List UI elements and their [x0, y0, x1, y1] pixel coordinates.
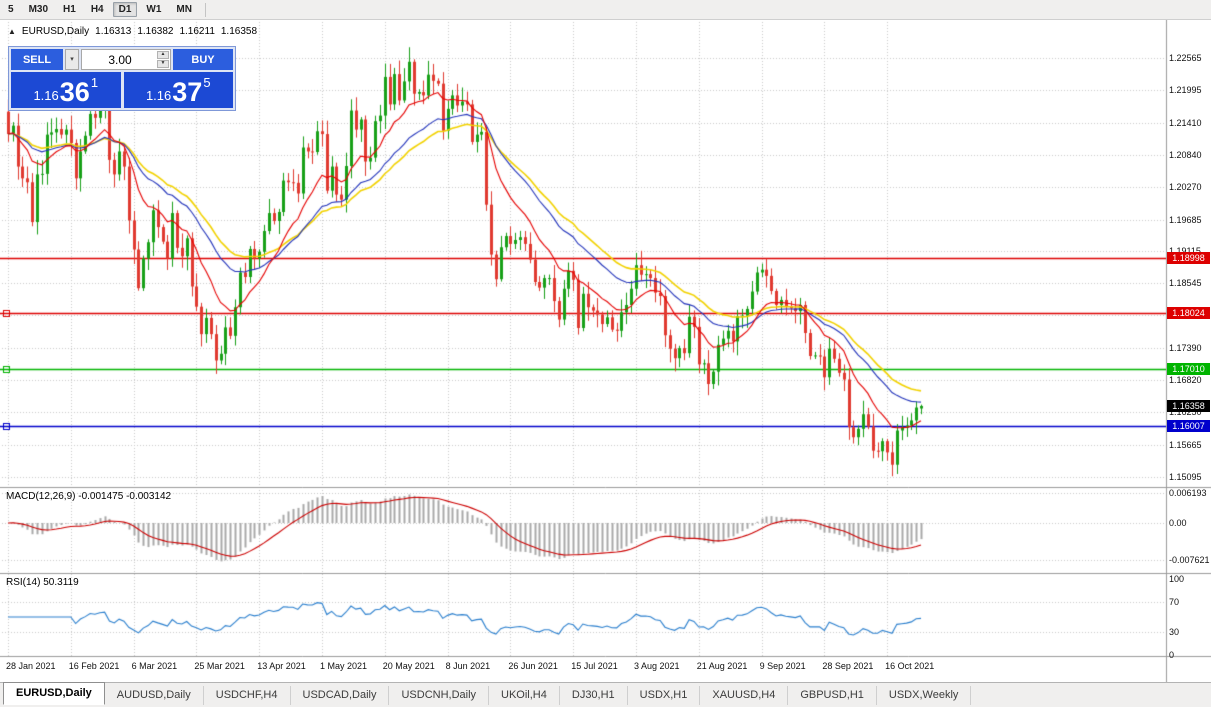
price-axis-label: 1.20840	[1169, 149, 1202, 160]
price-axis-label: 1.17390	[1169, 343, 1202, 354]
price-axis-label: 1.16820	[1169, 375, 1202, 386]
chart-tab-UKOil-H4[interactable]: UKOil,H4	[489, 686, 560, 705]
chart-tab-XAUUSD-H4[interactable]: XAUUSD,H4	[700, 686, 789, 705]
bar-low-value: 1.16211	[179, 26, 215, 37]
hline-price-badge: 1.16007	[1167, 419, 1210, 432]
rsi-indicator-label: RSI(14) 50.3119	[6, 577, 79, 588]
date-axis-label: 16 Oct 2021	[885, 661, 935, 671]
bar-close-value: 1.16358	[220, 26, 258, 37]
volume-dropdown-button[interactable]: ▾	[65, 49, 79, 70]
toolbar-separator	[204, 2, 206, 17]
volume-decrease-button[interactable]: ▼	[157, 60, 169, 68]
date-axis-label: 1 May 2021	[319, 661, 368, 671]
price-axis-label: 1.21995	[1169, 85, 1202, 96]
price-axis-label: 1.18545	[1169, 278, 1202, 289]
macd-axis-label: 0.006193	[1169, 488, 1207, 498]
bar-high-value: 1.16382	[137, 26, 174, 37]
macd-indicator-label: MACD(12,26,9) -0.001475 -0.003142	[6, 491, 172, 502]
timeframe-button-D1[interactable]: D1	[112, 2, 138, 17]
one-click-trading-panel: SELL ▾ ▲ ▼ BUY 1.16 36 1 1.16 37 5	[8, 46, 236, 111]
date-axis-label: 15 Jul 2021	[571, 661, 618, 671]
timeframe-button-H4[interactable]: H4	[90, 4, 104, 15]
rsi-axis-label: 0	[1169, 650, 1175, 660]
macd-axis-label: -0.007621	[1169, 554, 1210, 565]
date-axis-label: 28 Jan 2021	[6, 661, 56, 671]
sell-button[interactable]: SELL	[11, 49, 63, 70]
timeframe-button-MN[interactable]: MN	[176, 4, 192, 15]
ask-price-pipette-digit: 5	[203, 75, 211, 90]
price-axis-label: 1.15665	[1169, 439, 1202, 450]
chart-tab-DJ30-H1[interactable]: DJ30,H1	[560, 686, 628, 705]
price-axis-label: 1.20270	[1169, 181, 1202, 192]
bid-price-pipette-digit: 1	[90, 75, 99, 90]
current-price-badge: 1.16358	[1167, 399, 1210, 412]
date-axis-label: 28 Sep 2021	[822, 661, 874, 671]
chart-tab-USDCNH-Daily[interactable]: USDCNH,Daily	[389, 686, 490, 705]
hline-price-badge: 1.18998	[1167, 252, 1210, 265]
chart-tabs-bar: EURUSD,Daily AUDUSD,Daily USDCHF,H4 USDCAD,…	[0, 682, 1211, 707]
date-axis-label: 3 Aug 2021	[633, 661, 680, 671]
volume-spinner: ▲ ▼	[157, 51, 169, 68]
date-axis-label: 20 May 2021	[382, 661, 435, 671]
date-axis-label: 16 Feb 2021	[68, 661, 120, 671]
timeframe-button-W1[interactable]: W1	[146, 4, 162, 15]
date-axis-label: 26 Jun 2021	[508, 661, 558, 671]
chart-ohlc-header: ▲ EURUSD,Daily 1.16313 1.16382 1.16211 1…	[8, 26, 257, 37]
hline-price-badge: 1.18024	[1167, 306, 1210, 319]
price-axis-label: 1.19115	[1169, 246, 1201, 256]
macd-axis-label: 0.00	[1169, 518, 1187, 528]
timeframe-button-H1[interactable]: H1	[63, 4, 76, 15]
date-axis-label: 8 Jun 2021	[445, 661, 491, 671]
volume-increase-button[interactable]: ▲	[157, 51, 169, 59]
chart-tab-USDCAD-Daily[interactable]: USDCAD,Daily	[291, 686, 390, 705]
timeframe-button-5[interactable]: 5	[8, 4, 14, 15]
price-axis-label: 1.22565	[1169, 53, 1202, 64]
bid-price-prefix: 1.16	[33, 88, 59, 103]
trade-panel-toggle-icon[interactable]: ▲	[8, 26, 16, 36]
price-chart-canvas[interactable]	[0, 20, 1211, 682]
date-axis-label: 13 Apr 2021	[257, 661, 306, 671]
rsi-axis-label: 100	[1169, 574, 1185, 584]
ask-price-big-digits: 37	[172, 77, 203, 107]
chart-symbol-period: EURUSD,Daily	[21, 26, 90, 37]
timeframe-button-M30[interactable]: M30	[28, 4, 49, 15]
chart-window: ▲ EURUSD,Daily 1.16313 1.16382 1.16211 1…	[0, 20, 1211, 682]
volume-input[interactable]	[82, 52, 170, 67]
hline-price-badge: 1.17010	[1167, 363, 1210, 376]
chart-tab-GBPUSD-H1[interactable]: GBPUSD,H1	[788, 686, 877, 705]
volume-field: ▲ ▼	[81, 49, 171, 70]
timeframe-toolbar: 5 M30 H1 H4 D1 W1 MN	[0, 0, 1211, 20]
bid-price-big-digits: 36	[59, 77, 90, 107]
date-axis-label: 9 Sep 2021	[759, 661, 806, 671]
chevron-down-icon: ▾	[70, 56, 74, 63]
chart-tab-EURUSD-Daily[interactable]: EURUSD,Daily	[3, 682, 105, 705]
ask-price-display[interactable]: 1.16 37 5	[123, 72, 233, 108]
chart-tab-USDCHF-H4[interactable]: USDCHF,H4	[204, 686, 291, 705]
ask-price-prefix: 1.16	[145, 88, 172, 103]
buy-button[interactable]: BUY	[173, 49, 233, 70]
rsi-axis-label: 70	[1169, 596, 1180, 607]
bid-price-display[interactable]: 1.16 36 1	[11, 72, 121, 108]
date-axis-label: 6 Mar 2021	[131, 661, 178, 671]
price-axis-label: 1.16250	[1169, 407, 1202, 418]
price-axis-label: 1.15095	[1169, 471, 1202, 482]
chart-tab-USDX-H1[interactable]: USDX,H1	[628, 686, 701, 705]
chart-tab-USDX-Weekly[interactable]: USDX,Weekly	[877, 686, 972, 705]
chart-tab-AUDUSD-Daily[interactable]: AUDUSD,Daily	[105, 686, 204, 705]
price-axis-label: 1.21410	[1169, 117, 1202, 128]
date-axis-label: 25 Mar 2021	[194, 661, 245, 671]
date-axis-label: 21 Aug 2021	[696, 661, 748, 671]
bar-open-value: 1.16313	[95, 26, 132, 37]
price-axis-label: 1.19685	[1169, 214, 1202, 225]
rsi-axis-label: 30	[1169, 627, 1180, 638]
